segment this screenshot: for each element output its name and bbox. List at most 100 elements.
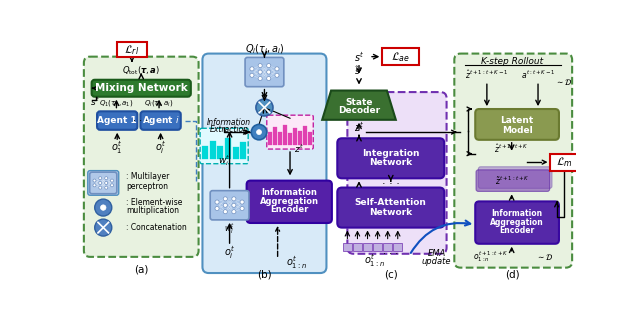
- Circle shape: [93, 179, 96, 182]
- FancyBboxPatch shape: [348, 92, 447, 254]
- Bar: [373, 243, 382, 251]
- FancyBboxPatch shape: [267, 115, 313, 149]
- Bar: [288, 133, 292, 145]
- Circle shape: [111, 179, 113, 182]
- Bar: [382, 48, 419, 65]
- FancyBboxPatch shape: [454, 54, 572, 268]
- Text: $\hat{z}^{t+1:t+K-1}$: $\hat{z}^{t+1:t+K-1}$: [465, 69, 509, 81]
- Text: (b): (b): [257, 269, 272, 280]
- Circle shape: [258, 76, 262, 80]
- Circle shape: [267, 70, 271, 74]
- Bar: [233, 147, 239, 160]
- Text: $\mathcal{L}_{rl}$: $\mathcal{L}_{rl}$: [124, 43, 140, 57]
- Circle shape: [223, 210, 227, 214]
- Text: Integration: Integration: [362, 149, 420, 158]
- Text: $\hat{z}^{t+1:t+K}$: $\hat{z}^{t+1:t+K}$: [495, 143, 529, 155]
- Text: Self-Attention: Self-Attention: [355, 199, 427, 208]
- Text: · · ·: · · ·: [382, 179, 400, 189]
- Circle shape: [105, 177, 108, 180]
- Circle shape: [256, 99, 273, 116]
- Text: (c): (c): [384, 269, 397, 280]
- FancyBboxPatch shape: [476, 202, 559, 244]
- Circle shape: [100, 205, 106, 210]
- Circle shape: [250, 73, 254, 77]
- FancyBboxPatch shape: [84, 57, 198, 257]
- Circle shape: [99, 177, 102, 180]
- Text: $o_{1:n}^{t+1:t+K}$: $o_{1:n}^{t+1:t+K}$: [473, 250, 509, 264]
- FancyBboxPatch shape: [478, 167, 552, 188]
- Text: $\mathcal{L}_{ae}$: $\mathcal{L}_{ae}$: [391, 50, 410, 64]
- Text: Agent 1: Agent 1: [97, 116, 137, 125]
- Text: (a): (a): [134, 264, 148, 274]
- Text: $w_i^t$: $w_i^t$: [224, 221, 235, 236]
- Text: (d): (d): [505, 269, 520, 280]
- Bar: [353, 243, 362, 251]
- Text: Model: Model: [502, 126, 532, 135]
- Circle shape: [232, 210, 236, 214]
- FancyBboxPatch shape: [88, 170, 119, 195]
- Circle shape: [232, 203, 236, 207]
- Bar: [343, 243, 352, 251]
- FancyBboxPatch shape: [200, 128, 248, 164]
- Circle shape: [223, 203, 227, 207]
- Text: Network: Network: [369, 208, 412, 217]
- FancyBboxPatch shape: [140, 111, 180, 130]
- Bar: [273, 127, 277, 145]
- Circle shape: [105, 181, 108, 184]
- Text: : Element-wise: : Element-wise: [127, 199, 183, 208]
- Bar: [268, 132, 272, 145]
- Bar: [278, 132, 282, 145]
- Bar: [209, 141, 216, 160]
- FancyBboxPatch shape: [476, 109, 559, 140]
- FancyBboxPatch shape: [90, 172, 117, 194]
- Circle shape: [240, 200, 244, 204]
- Circle shape: [93, 184, 96, 187]
- Text: $z^t$: $z^t$: [294, 143, 303, 155]
- Circle shape: [215, 200, 219, 204]
- Text: $\hat{s}^t$: $\hat{s}^t$: [355, 64, 364, 77]
- Text: $w_i^t$: $w_i^t$: [218, 153, 230, 168]
- Text: Extraction: Extraction: [209, 124, 248, 133]
- Bar: [117, 42, 147, 58]
- Circle shape: [275, 73, 279, 77]
- Text: $\tilde{z}^{t+1:t+K}$: $\tilde{z}^{t+1:t+K}$: [495, 174, 530, 187]
- Text: $o_{1:n}^t$: $o_{1:n}^t$: [364, 252, 385, 269]
- Bar: [283, 125, 287, 145]
- Text: $a^{t:t+K-1}$: $a^{t:t+K-1}$: [521, 69, 556, 81]
- Text: Network: Network: [369, 159, 412, 167]
- Circle shape: [223, 197, 227, 201]
- Circle shape: [250, 67, 254, 71]
- Text: K-step Rollout: K-step Rollout: [481, 57, 543, 66]
- Text: $Q_i(\tau_i,a_i)$: $Q_i(\tau_i,a_i)$: [145, 98, 173, 108]
- Text: Decoder: Decoder: [338, 106, 380, 115]
- Text: · · ·: · · ·: [133, 116, 148, 125]
- Text: update: update: [422, 257, 451, 266]
- FancyBboxPatch shape: [97, 111, 138, 130]
- Bar: [293, 128, 297, 145]
- Text: perceptron: perceptron: [127, 181, 168, 191]
- Text: $\sim\mathcal{D}$: $\sim\mathcal{D}$: [555, 77, 572, 87]
- Circle shape: [257, 130, 262, 135]
- FancyBboxPatch shape: [337, 188, 444, 228]
- Bar: [218, 146, 223, 160]
- Bar: [298, 131, 302, 145]
- Text: $o_1^t$: $o_1^t$: [111, 139, 123, 156]
- Text: Mixing Network: Mixing Network: [95, 83, 188, 93]
- Bar: [363, 243, 372, 251]
- Circle shape: [215, 207, 219, 211]
- Circle shape: [252, 124, 267, 140]
- Circle shape: [267, 64, 271, 68]
- Text: · · ·: · · ·: [383, 249, 398, 259]
- Text: $Q_1(\tau_1,a_1)$: $Q_1(\tau_1,a_1)$: [99, 98, 134, 108]
- Circle shape: [95, 199, 112, 216]
- Bar: [550, 154, 579, 170]
- Circle shape: [258, 64, 262, 68]
- Text: EMA: EMA: [428, 249, 445, 258]
- Text: $Q_i(\tau_i, a_i)$: $Q_i(\tau_i, a_i)$: [244, 42, 284, 56]
- Text: $o_i^t$: $o_i^t$: [224, 244, 236, 260]
- Circle shape: [232, 197, 236, 201]
- Bar: [241, 142, 246, 160]
- Text: Latent: Latent: [500, 116, 534, 125]
- Circle shape: [99, 181, 102, 184]
- Bar: [225, 138, 231, 160]
